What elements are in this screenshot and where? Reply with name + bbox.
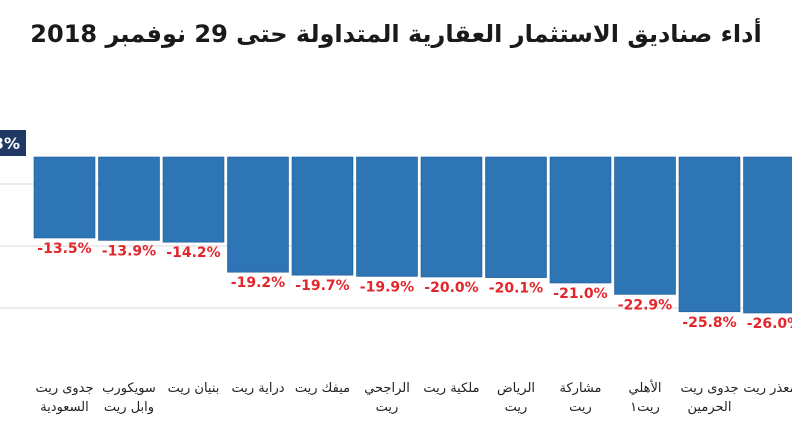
bar (743, 156, 792, 314)
value-badge: 3% (0, 130, 26, 156)
data-label: -20.1% (489, 281, 543, 297)
chart-title: أداء صناديق الاستثمار العقارية المتداولة… (30, 20, 762, 48)
category-label: المعذر ريت (743, 381, 792, 396)
value-labels: -13.5% -13.9% -14.2% -19.2% -19.7% -19.9% -20.… (37, 241, 792, 332)
category-label: الأهلي (628, 379, 661, 396)
category-label: السعودية (40, 400, 89, 415)
bar (614, 156, 676, 295)
category-label: ريت (505, 400, 528, 415)
category-label: مشاركة (560, 381, 602, 396)
bar (485, 156, 547, 278)
bar (33, 156, 96, 239)
data-label: -13.9% (102, 243, 156, 259)
category-label: ريت (569, 400, 592, 415)
category-label: بنيان ريت (168, 381, 220, 396)
data-label: -19.7% (295, 278, 349, 294)
bars (33, 156, 792, 314)
bar (549, 156, 612, 284)
data-label: -19.2% (231, 275, 285, 291)
category-label: جدوى ريت (35, 381, 93, 396)
data-label: -26.0% (747, 316, 792, 332)
category-label: ملكية ريت (423, 381, 479, 396)
bar (98, 156, 160, 241)
data-label: -22.9% (618, 297, 672, 313)
data-label: -25.8% (682, 315, 736, 331)
category-label: الرياض (497, 381, 535, 396)
data-label: -20.0% (424, 280, 478, 296)
category-label: ميفك ريت (295, 381, 350, 396)
category-label: الراجحي (364, 381, 410, 396)
bar (227, 156, 289, 273)
bar (420, 156, 483, 278)
bar (162, 156, 225, 243)
category-label: دراية ريت (231, 381, 284, 396)
data-label: -13.5% (37, 241, 91, 257)
data-label: -14.2% (166, 245, 220, 261)
bar (356, 156, 418, 277)
bar (678, 156, 741, 313)
category-label: ريت (376, 400, 399, 415)
category-label: سويكورب (102, 381, 156, 396)
category-label: وابل ريت (104, 400, 154, 415)
category-label: ريت١ (630, 400, 660, 415)
bar (291, 156, 354, 276)
category-label: الحرمين (688, 400, 732, 415)
badge-label: 3% (0, 134, 20, 153)
data-label: -19.9% (360, 279, 414, 295)
category-label: جدوى ريت (680, 381, 738, 396)
data-label: -21.0% (553, 286, 607, 302)
